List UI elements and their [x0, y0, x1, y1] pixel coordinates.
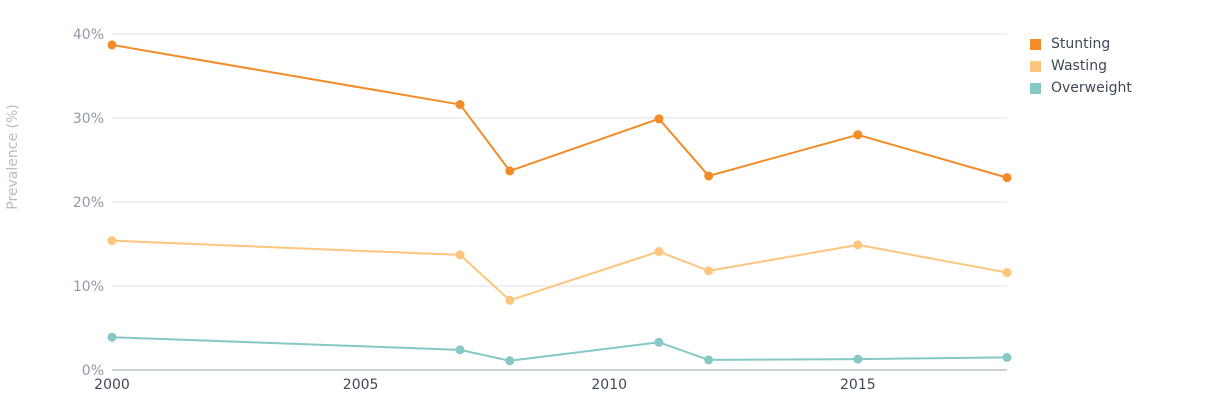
data-point[interactable] — [455, 100, 465, 110]
legend-item-stunting[interactable]: Stunting — [1030, 33, 1132, 55]
data-point[interactable] — [853, 130, 863, 140]
legend-swatch-wasting — [1030, 60, 1041, 72]
grid-lines — [112, 33, 1007, 371]
data-point[interactable] — [455, 345, 465, 355]
legend-label-overweight: Overweight — [1051, 80, 1132, 96]
data-point[interactable] — [654, 337, 664, 347]
legend: Stunting Wasting Overweight — [1030, 33, 1132, 99]
data-point[interactable] — [505, 356, 515, 366]
data-point[interactable] — [704, 355, 714, 365]
data-point[interactable] — [1002, 268, 1012, 278]
data-point[interactable] — [107, 236, 117, 246]
data-point[interactable] — [704, 266, 714, 276]
x-tick-label: 2005 — [343, 377, 379, 393]
data-point[interactable] — [505, 295, 515, 305]
y-tick-label: 40% — [73, 27, 104, 43]
data-point[interactable] — [1002, 352, 1012, 362]
legend-swatch-stunting — [1030, 38, 1041, 50]
x-tick-label: 2015 — [840, 377, 876, 393]
data-point[interactable] — [1002, 173, 1012, 183]
data-point[interactable] — [505, 166, 515, 176]
y-axis-ticks: 0% 10% 20% 30% 40% — [73, 27, 104, 379]
series-line — [111, 336, 1008, 362]
series-overweight — [107, 332, 1012, 366]
data-point[interactable] — [853, 354, 863, 364]
legend-swatch-overweight — [1030, 82, 1041, 94]
series-line — [111, 239, 1008, 302]
x-tick-label: 2000 — [94, 377, 130, 393]
legend-label-wasting: Wasting — [1051, 58, 1107, 74]
y-axis-label: Prevalence (%) — [5, 104, 21, 210]
series-wasting — [107, 236, 1012, 305]
data-point[interactable] — [654, 247, 664, 257]
y-tick-label: 10% — [73, 279, 104, 295]
data-point[interactable] — [704, 171, 714, 181]
x-tick-label: 2010 — [591, 377, 627, 393]
y-tick-label: 20% — [73, 195, 104, 211]
legend-item-overweight[interactable]: Overweight — [1030, 77, 1132, 99]
y-tick-label: 0% — [82, 363, 104, 379]
legend-label-stunting: Stunting — [1051, 36, 1111, 52]
series-line — [111, 43, 1008, 179]
data-point[interactable] — [107, 332, 117, 342]
data-point[interactable] — [654, 114, 664, 124]
series-stunting — [107, 40, 1012, 183]
data-point[interactable] — [107, 40, 117, 50]
series-group — [107, 40, 1012, 366]
data-point[interactable] — [455, 250, 465, 260]
data-point[interactable] — [853, 240, 863, 250]
legend-item-wasting[interactable]: Wasting — [1030, 55, 1132, 77]
x-axis-ticks: 2000 2005 2010 2015 — [94, 377, 875, 393]
y-tick-label: 30% — [73, 111, 104, 127]
